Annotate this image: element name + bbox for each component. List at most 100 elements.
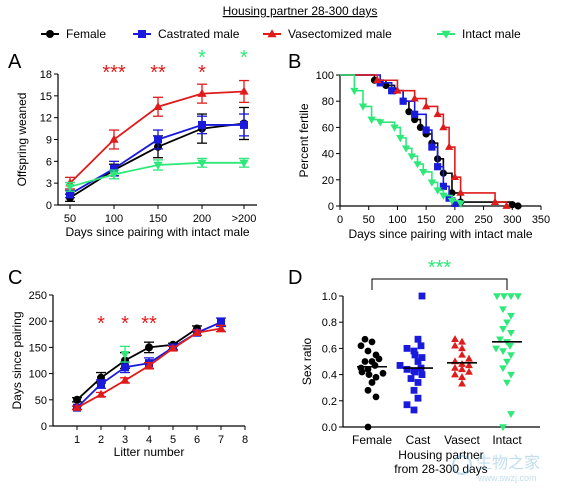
data-point bbox=[456, 200, 465, 208]
data-point bbox=[447, 197, 457, 206]
legend-label: Castrated male bbox=[158, 27, 240, 41]
x-tick-label: 350 bbox=[532, 214, 550, 226]
data-point bbox=[458, 344, 466, 352]
data-point bbox=[419, 169, 428, 177]
data-point bbox=[444, 142, 454, 150]
x-tick-label: 150 bbox=[417, 214, 435, 226]
y-tick-label: 15 bbox=[40, 91, 52, 103]
watermark-logo-icon bbox=[452, 455, 472, 475]
data-point bbox=[364, 423, 372, 431]
data-point bbox=[503, 319, 511, 327]
x-tick-label: 300 bbox=[503, 214, 521, 226]
x-tick-label: Intact bbox=[492, 433, 522, 447]
panel-letter: A bbox=[8, 51, 22, 73]
data-point bbox=[490, 197, 500, 205]
x-tick-label: 3 bbox=[122, 434, 128, 446]
data-point bbox=[239, 159, 249, 168]
data-point bbox=[465, 354, 473, 362]
legend-label: Vasectomized male bbox=[288, 27, 392, 41]
data-point bbox=[410, 367, 418, 375]
data-point bbox=[361, 335, 369, 343]
data-point bbox=[361, 358, 369, 365]
panel-letter: D bbox=[288, 267, 302, 289]
data-point bbox=[399, 97, 407, 105]
data-point bbox=[451, 199, 459, 207]
data-point bbox=[414, 394, 422, 402]
data-point bbox=[109, 134, 119, 143]
data-point bbox=[496, 336, 504, 344]
x-axis-label: from 28-300 days bbox=[394, 462, 487, 476]
data-point bbox=[499, 424, 507, 432]
data-point bbox=[410, 347, 418, 355]
y-tick-label: 100 bbox=[29, 369, 47, 381]
data-point bbox=[451, 335, 459, 342]
data-point bbox=[465, 367, 473, 375]
y-tick-label: 0 bbox=[46, 200, 52, 212]
data-point bbox=[367, 116, 376, 124]
data-point bbox=[499, 348, 507, 356]
data-point bbox=[508, 201, 516, 209]
data-point bbox=[458, 365, 466, 373]
panel-a: 0 3 6 9 12 15 18 Offspring weaned Days since pai… bbox=[8, 47, 257, 239]
data-point bbox=[507, 371, 515, 379]
legend-marker-circle-icon bbox=[46, 30, 54, 38]
survival-step-line bbox=[340, 74, 462, 204]
data-point bbox=[503, 358, 511, 366]
data-point bbox=[433, 109, 442, 118]
data-point bbox=[364, 386, 372, 394]
data-point bbox=[364, 347, 372, 355]
data-point bbox=[422, 102, 431, 110]
data-point bbox=[153, 161, 163, 170]
data-point bbox=[396, 362, 404, 369]
watermark: 生物之家 www.swzj.com bbox=[452, 454, 540, 483]
data-point bbox=[153, 101, 163, 110]
data-point bbox=[417, 342, 425, 350]
panel-letter: C bbox=[8, 267, 22, 289]
data-point bbox=[120, 375, 130, 384]
significance-marker: ** bbox=[150, 62, 166, 84]
x-tick-label: 0 bbox=[337, 214, 343, 226]
data-point bbox=[450, 172, 459, 181]
data-point bbox=[413, 161, 422, 169]
data-point bbox=[357, 342, 365, 350]
data-point bbox=[458, 379, 466, 387]
y-tick-label: 20 bbox=[322, 175, 334, 187]
data-point bbox=[198, 120, 206, 129]
data-point bbox=[433, 187, 442, 195]
x-tick-label: 8 bbox=[242, 434, 248, 446]
data-point bbox=[403, 365, 411, 373]
data-point bbox=[418, 371, 426, 378]
data-point bbox=[418, 354, 426, 361]
y-tick-label: 60 bbox=[322, 122, 334, 134]
data-point bbox=[418, 292, 426, 300]
data-point bbox=[410, 406, 418, 414]
legend: Female Castrated male Vasectomized male Int… bbox=[41, 27, 521, 41]
y-tick-label: 6 bbox=[46, 156, 52, 168]
x-tick-label: Female bbox=[352, 433, 392, 447]
y-tick-label: 12 bbox=[40, 113, 52, 125]
panel-c: 0 50 100 150 200 250 Days since pairing Litter … bbox=[8, 267, 248, 459]
panel-b: 0 20 40 60 80 100 Percent fertile Days since pa… bbox=[288, 51, 550, 241]
x-tick-label: Vasect bbox=[444, 433, 480, 447]
data-point bbox=[506, 343, 514, 350]
x-tick-label: 50 bbox=[64, 213, 76, 225]
data-point bbox=[168, 343, 178, 352]
data-point bbox=[197, 159, 207, 168]
data-point bbox=[216, 323, 226, 332]
survival-step-line bbox=[340, 74, 519, 206]
y-tick-label: 200 bbox=[29, 316, 47, 328]
watermark-text: 生物之家 bbox=[476, 454, 540, 472]
figure-title: Housing partner 28-300 days bbox=[223, 4, 378, 18]
y-tick-label: 0.6 bbox=[322, 343, 337, 355]
y-axis-label: Offspring weaned bbox=[15, 93, 29, 187]
data-point bbox=[458, 350, 466, 358]
data-point bbox=[239, 86, 249, 95]
data-point bbox=[410, 386, 418, 394]
data-point bbox=[500, 293, 508, 301]
y-axis-label: Days since pairing bbox=[10, 311, 24, 409]
x-tick-label: 100 bbox=[105, 213, 123, 225]
y-tick-label: 0.0 bbox=[322, 422, 337, 434]
data-point bbox=[492, 345, 500, 353]
